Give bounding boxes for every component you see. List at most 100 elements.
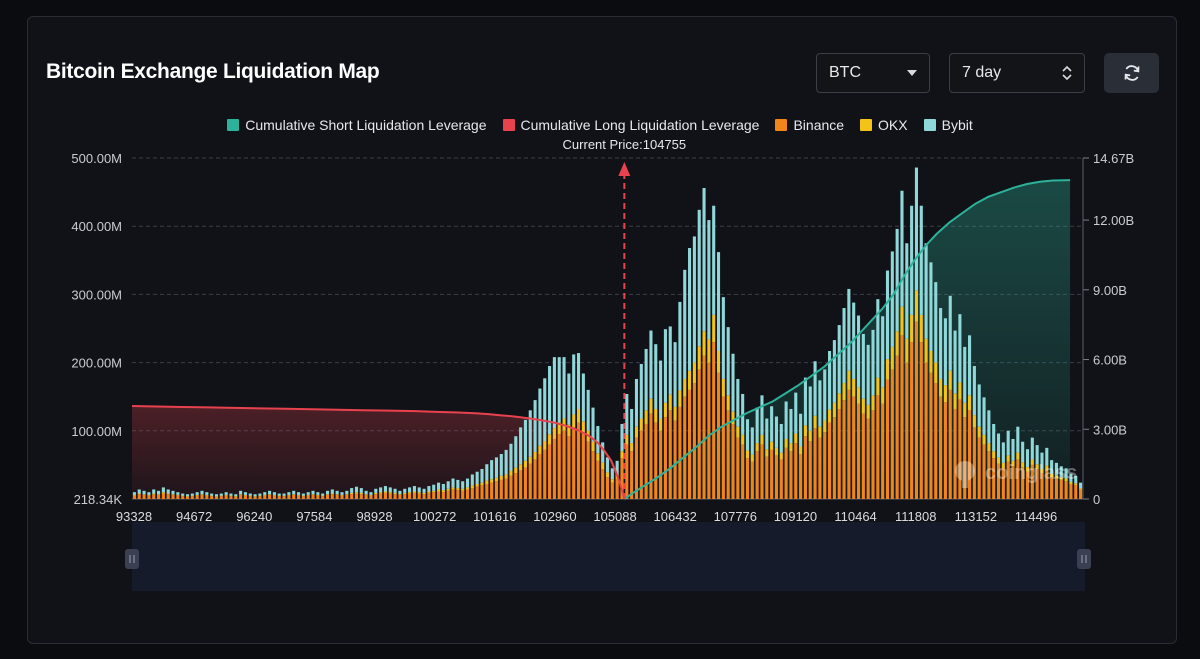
- bar-okx: [779, 452, 783, 460]
- bar-okx: [301, 495, 305, 497]
- bar-bybit: [968, 335, 972, 396]
- bar-binance: [601, 468, 605, 499]
- bar-bybit: [436, 482, 441, 490]
- bar-okx: [345, 494, 349, 495]
- legend-item-long-cum[interactable]: Cumulative Long Liquidation Leverage: [502, 117, 759, 133]
- bar-okx: [702, 331, 706, 356]
- bar-bybit: [345, 490, 349, 495]
- bar-binance: [702, 355, 706, 499]
- bar-okx: [885, 359, 890, 380]
- bar-okx: [567, 424, 571, 437]
- bar-binance: [856, 403, 861, 499]
- bar-bybit: [620, 423, 624, 452]
- bar-okx: [552, 428, 556, 439]
- bar-binance: [393, 494, 397, 499]
- bar-okx: [166, 493, 170, 495]
- bar-okx: [359, 492, 363, 495]
- bar-okx: [789, 443, 793, 452]
- bar-okx: [731, 411, 735, 424]
- bar-bybit: [239, 490, 243, 495]
- bar-okx: [1054, 475, 1058, 479]
- bar-binance: [340, 495, 344, 499]
- range-slider-left-handle[interactable]: [125, 549, 139, 569]
- bar-binance: [774, 455, 779, 499]
- bar-binance: [799, 453, 803, 499]
- bar-bybit: [552, 357, 556, 429]
- x-tick-label: 102960: [533, 509, 576, 524]
- symbol-select[interactable]: BTC: [816, 53, 930, 93]
- bar-okx: [229, 495, 233, 497]
- bar-okx: [210, 495, 214, 497]
- bar-bybit: [330, 489, 334, 494]
- bar-bybit: [393, 488, 397, 493]
- bar-bybit: [794, 392, 798, 434]
- legend-label: Bybit: [941, 117, 973, 133]
- bar-bybit: [654, 344, 658, 409]
- bar-binance: [876, 395, 880, 499]
- bar-okx: [451, 487, 455, 490]
- bar-binance: [412, 492, 416, 499]
- bar-binance: [214, 496, 219, 499]
- watermark: coinglass: [985, 462, 1077, 484]
- bar-binance: [490, 482, 494, 499]
- bar-binance: [721, 396, 725, 499]
- bar-okx: [465, 487, 470, 490]
- bar-bybit: [856, 315, 861, 388]
- bar-binance: [586, 441, 590, 499]
- bar-binance: [996, 463, 1001, 499]
- legend-swatch: [227, 119, 240, 131]
- bar-binance: [354, 493, 359, 499]
- bar-binance: [963, 417, 967, 499]
- bar-okx: [972, 415, 976, 428]
- bar-okx: [803, 425, 807, 437]
- range-slider-right-handle[interactable]: [1077, 549, 1091, 569]
- refresh-button[interactable]: [1104, 53, 1159, 93]
- bar-okx: [383, 491, 387, 493]
- legend-item-binance[interactable]: Binance: [775, 117, 844, 133]
- bar-bybit: [533, 400, 537, 452]
- x-tick-label: 110464: [834, 509, 876, 524]
- bar-bybit: [1001, 442, 1005, 463]
- x-tick-label: 93328: [116, 509, 152, 524]
- bar-bybit: [388, 487, 392, 493]
- refresh-icon: [1124, 65, 1139, 81]
- bar-bybit: [475, 471, 479, 484]
- bar-bybit: [610, 468, 614, 480]
- bar-binance: [765, 456, 769, 499]
- range-slider-track[interactable]: [132, 522, 1085, 591]
- bar-binance: [784, 447, 788, 499]
- bar-okx: [1006, 455, 1010, 462]
- bar-bybit: [615, 460, 619, 475]
- x-tick-label: 105088: [593, 509, 636, 524]
- x-tick-label: 113152: [955, 509, 997, 524]
- bar-binance: [596, 460, 600, 499]
- bar-okx: [688, 370, 692, 390]
- x-tick-label: 97584: [296, 509, 332, 524]
- bar-okx: [321, 495, 325, 497]
- bar-binance: [659, 430, 663, 499]
- legend-item-okx[interactable]: OKX: [860, 117, 908, 133]
- bar-okx: [277, 495, 281, 497]
- bar-binance: [335, 494, 339, 499]
- range-slider[interactable]: [125, 522, 1091, 591]
- legend-item-short-cum[interactable]: Cumulative Short Liquidation Leverage: [227, 117, 487, 133]
- bar-bybit: [190, 493, 194, 496]
- bar-bybit: [277, 493, 281, 496]
- bar-binance: [181, 496, 185, 499]
- bar-okx: [823, 420, 827, 433]
- bar-bybit: [354, 486, 359, 493]
- bar-bybit: [982, 397, 986, 435]
- bar-binance: [253, 496, 257, 499]
- bar-bybit: [214, 494, 219, 497]
- legend-item-bybit[interactable]: Bybit: [923, 117, 973, 133]
- range-select[interactable]: 7 day: [949, 53, 1085, 93]
- bar-bybit: [707, 220, 711, 340]
- bar-bybit: [253, 494, 257, 497]
- bar-binance: [282, 496, 286, 499]
- bar-bybit: [185, 494, 190, 497]
- bar-binance: [1016, 459, 1020, 499]
- bar-binance: [219, 496, 223, 499]
- bar-bybit: [427, 486, 431, 492]
- bar-okx: [818, 426, 822, 438]
- bar-okx: [881, 387, 885, 404]
